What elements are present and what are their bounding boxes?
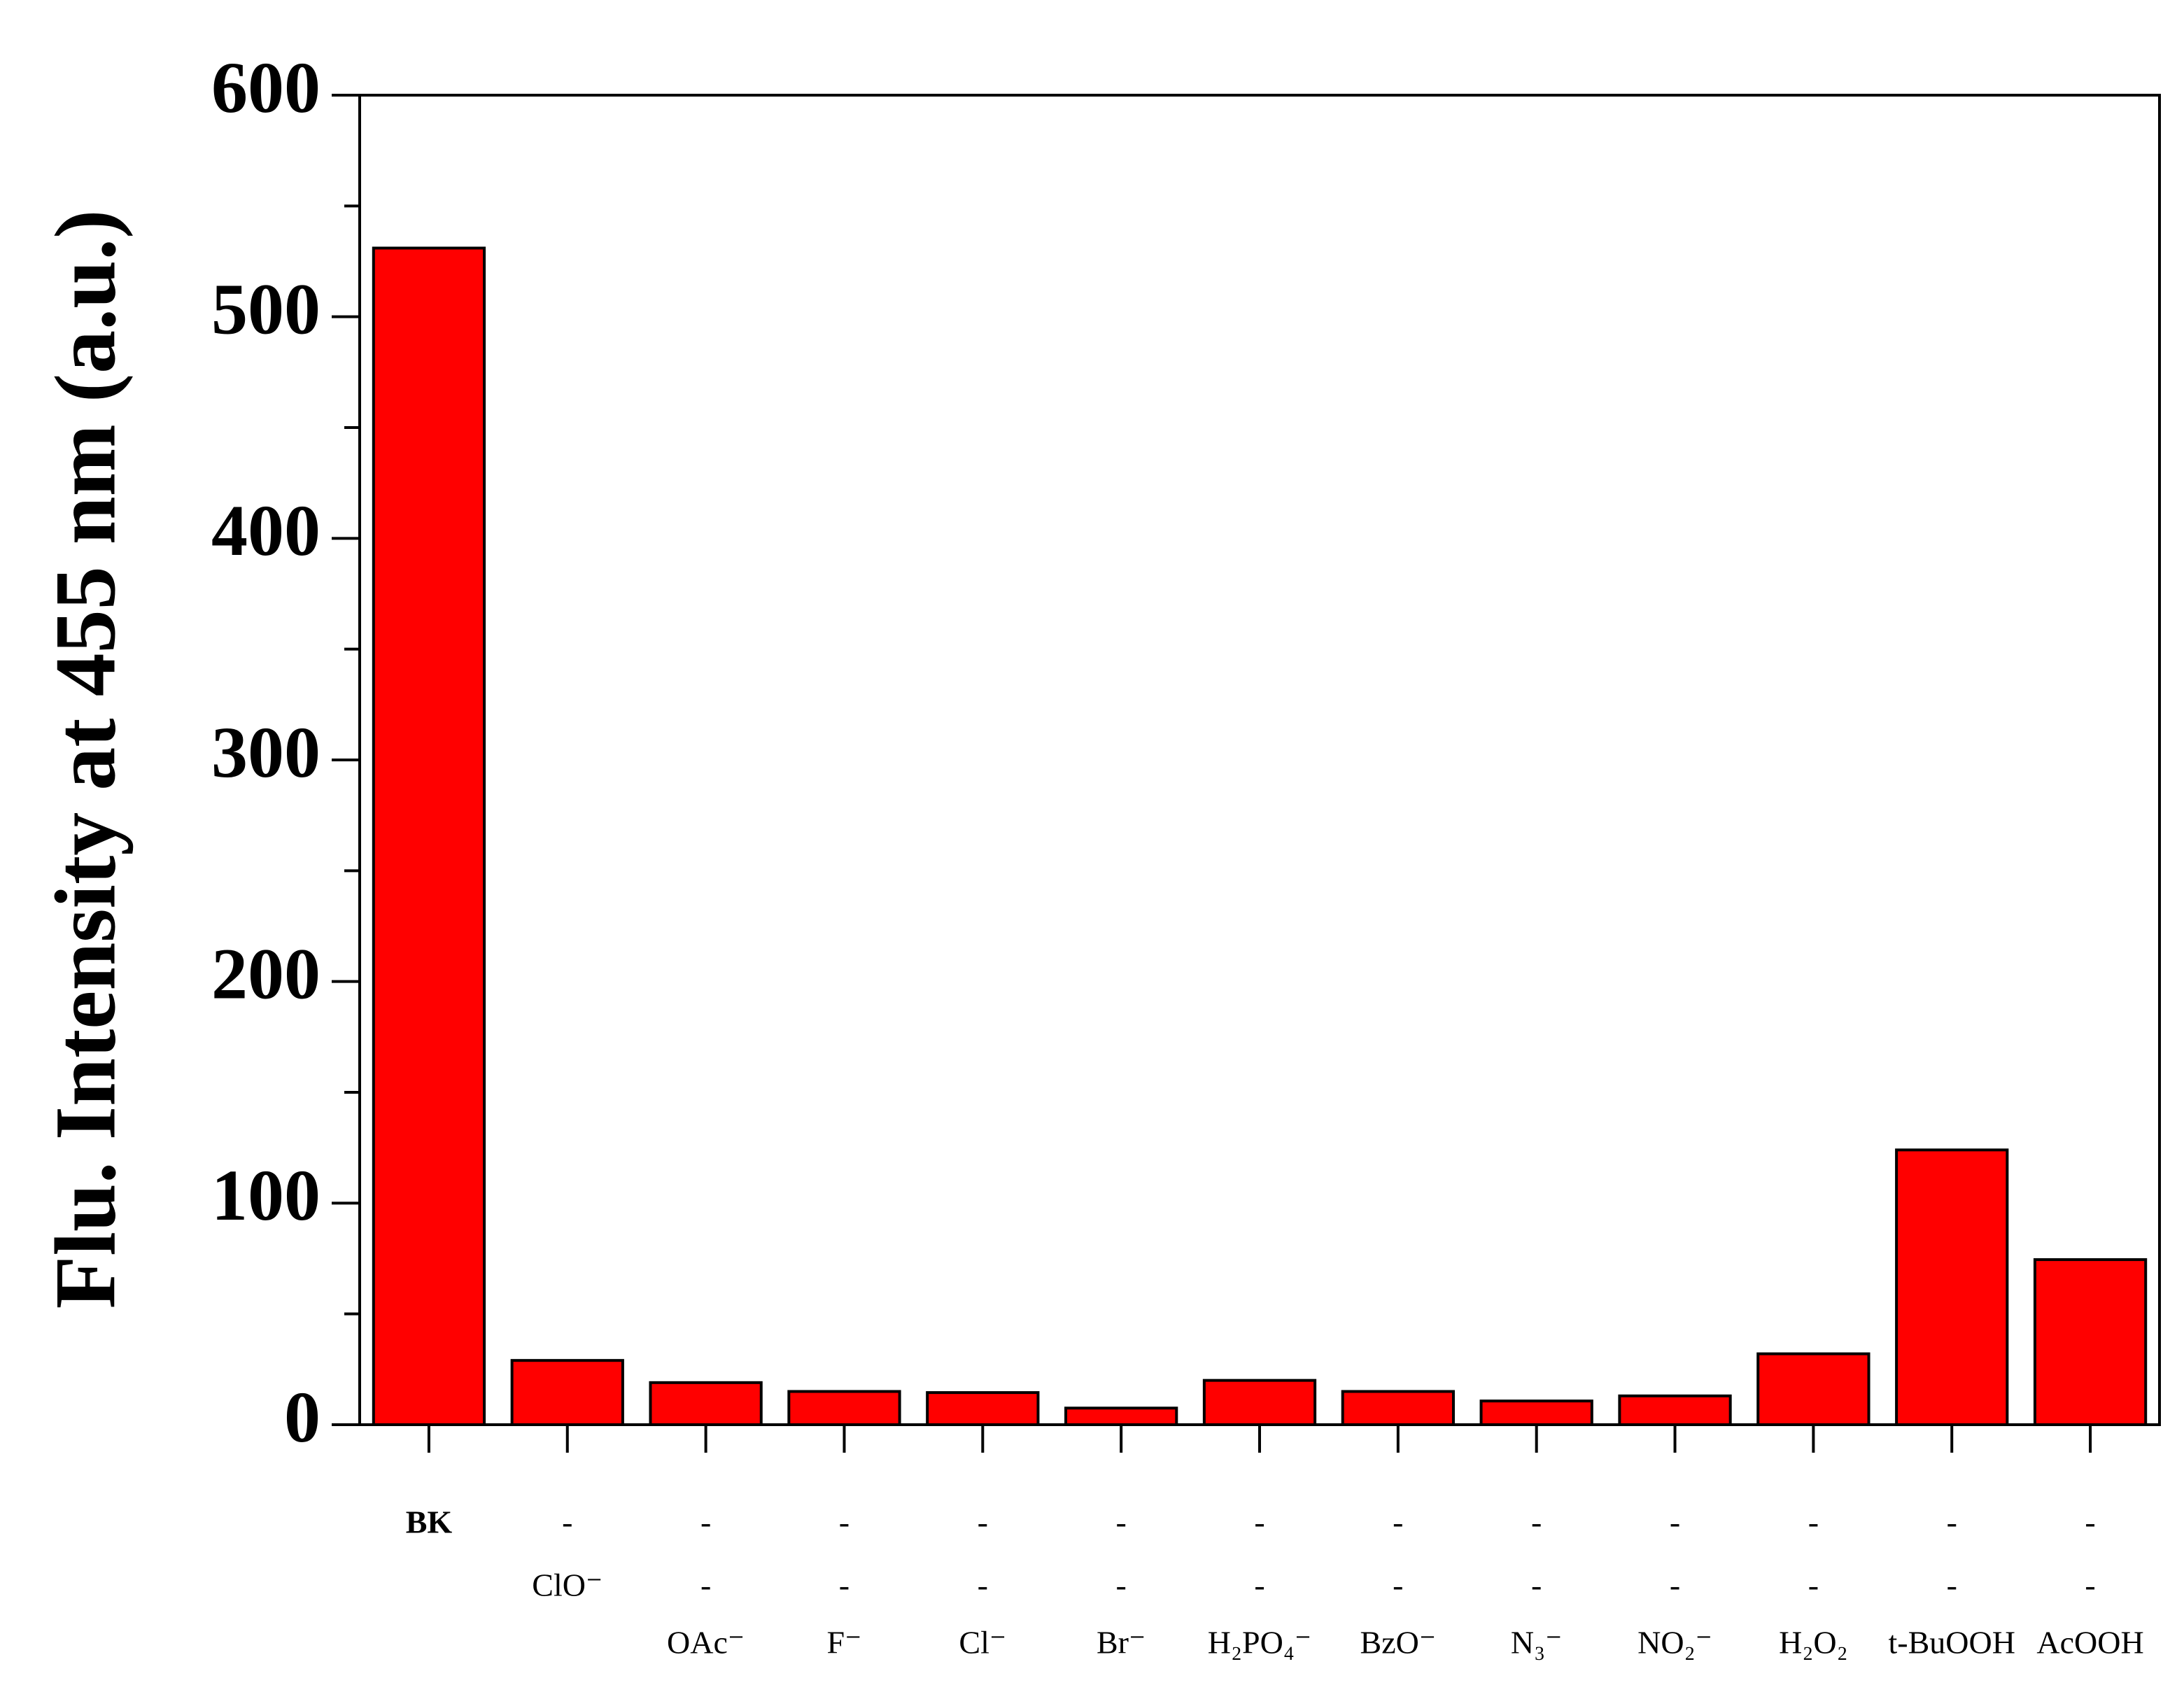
bar [2033, 1258, 2148, 1427]
y-tick-label: 300 [211, 712, 320, 793]
x-category-label: - [839, 1567, 850, 1603]
x-category-label: - [1254, 1504, 1264, 1540]
x-category-label: - [700, 1504, 711, 1540]
x-category-label: OAc⁻ [667, 1625, 745, 1661]
x-category-label: - [1808, 1567, 1819, 1603]
x-category-label: BzO⁻ [1360, 1625, 1437, 1661]
bar [1341, 1390, 1455, 1426]
x-category-label: - [1947, 1567, 1957, 1603]
y-tick-label: 400 [211, 491, 320, 571]
x-category-label: - [1254, 1567, 1264, 1603]
x-category-label: - [839, 1504, 850, 1540]
x-category-label: - [1808, 1504, 1819, 1540]
x-category-label: Cl⁻ [959, 1625, 1006, 1661]
x-category-label: - [1393, 1504, 1403, 1540]
x-category-label: - [2085, 1567, 2095, 1603]
bar [787, 1390, 901, 1426]
bar [1756, 1352, 1871, 1426]
x-category-label: BK [406, 1504, 453, 1540]
x-category-label: H₂O₂ [1779, 1625, 1848, 1661]
bar [926, 1391, 1040, 1427]
x-category-label: NO₂⁻ [1637, 1625, 1712, 1661]
x-category-label: - [1947, 1504, 1957, 1540]
y-tick-label: 0 [284, 1377, 320, 1458]
x-category-label: t-BuOOH [1889, 1625, 2015, 1661]
x-category-label: F⁻ [827, 1625, 862, 1661]
y-axis-title: Flu. Intensity at 455 nm (a.u.) [37, 210, 133, 1309]
x-category-label: Br⁻ [1097, 1625, 1146, 1661]
x-category-label: - [562, 1504, 572, 1540]
bar [649, 1381, 763, 1427]
plot-frame [358, 94, 2161, 1426]
bar [372, 246, 486, 1426]
x-category-label: - [1670, 1567, 1680, 1603]
bar [1064, 1407, 1178, 1426]
bar [510, 1359, 624, 1426]
y-tick-label: 100 [211, 1155, 320, 1236]
bar [1479, 1400, 1593, 1427]
bar [1618, 1394, 1732, 1427]
x-category-label: - [1531, 1504, 1542, 1540]
y-tick-label: 200 [211, 934, 320, 1015]
x-category-label: - [1531, 1567, 1542, 1603]
x-category-label: ClO⁻ [532, 1567, 603, 1603]
x-category-label: N₃⁻ [1511, 1625, 1563, 1661]
x-category-label: - [1115, 1567, 1126, 1603]
bar [1202, 1379, 1317, 1426]
x-category-label: - [700, 1567, 711, 1603]
bar [1895, 1148, 2009, 1427]
x-category-label: - [1115, 1504, 1126, 1540]
y-tick-label: 600 [211, 48, 320, 128]
y-tick-label: 500 [211, 269, 320, 350]
x-category-label: - [978, 1567, 988, 1603]
x-category-label: - [1670, 1504, 1680, 1540]
x-category-label: AcOOH [2036, 1625, 2143, 1661]
x-category-label: - [1393, 1567, 1403, 1603]
x-category-label: H₂PO₄⁻ [1208, 1625, 1311, 1661]
x-category-label: - [2085, 1504, 2095, 1540]
x-category-label: - [978, 1504, 988, 1540]
